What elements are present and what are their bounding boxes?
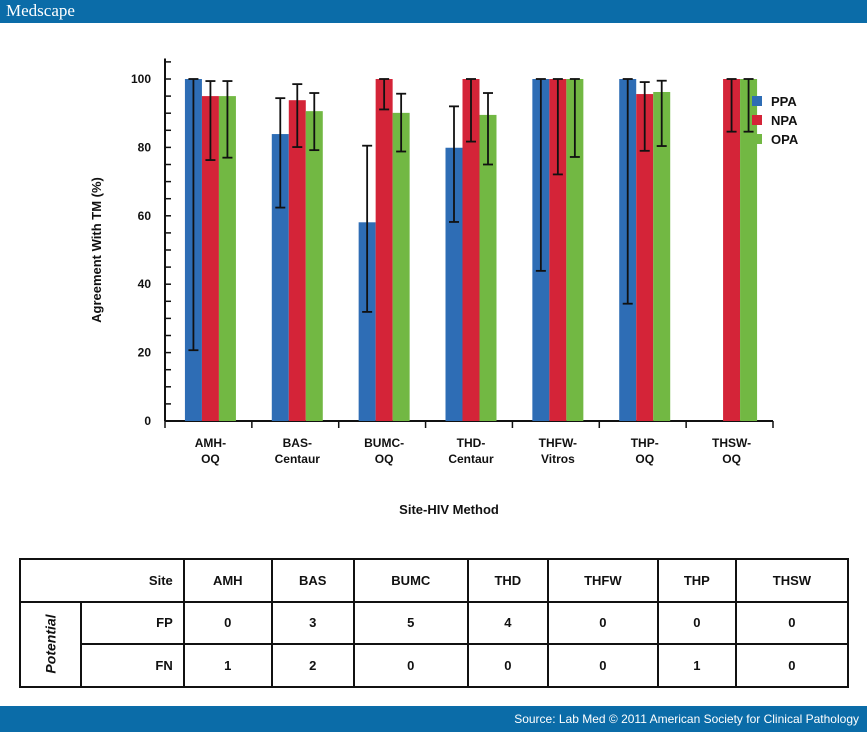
table-cell: 0 <box>734 643 850 688</box>
site-header-cell: THD <box>466 558 549 603</box>
x-tick-label: THP- <box>631 436 659 450</box>
x-tick-label: BUMC- <box>364 436 404 450</box>
site-header-cell: BUMC <box>352 558 469 603</box>
table-cell: 0 <box>656 600 737 646</box>
x-tick-label: THD- <box>457 436 486 450</box>
legend-swatch-ppa <box>752 96 762 106</box>
table-cell: 4 <box>466 600 549 646</box>
bar-npa <box>201 96 219 421</box>
bar-chart: 0 20 40 60 80 100 AMH- OQ BAS- Centaur BUMC- OQ THD-… <box>89 58 799 517</box>
x-tick-label: OQ <box>722 452 741 466</box>
y-tick-label: 80 <box>138 140 152 154</box>
bar-opa <box>566 79 584 421</box>
table-cell: 3 <box>270 600 355 646</box>
y-tick-label: 20 <box>138 346 152 360</box>
x-tick-label: OQ <box>201 452 220 466</box>
fp-fn-table: Site AMH BAS BUMC THD THFW THP THSW Potential … <box>18 558 850 689</box>
x-axis-label: Site-HIV Method <box>399 502 499 517</box>
y-tick-label: 100 <box>131 72 151 86</box>
x-tick-label: Centaur <box>275 452 321 466</box>
row-label: FP <box>80 600 185 646</box>
bar-opa <box>740 79 758 421</box>
x-tick-label: OQ <box>375 452 394 466</box>
header-bar: Medscape <box>0 0 867 23</box>
bar-opa <box>305 111 323 421</box>
x-tick-label: OQ <box>635 452 654 466</box>
legend-label: PPA <box>771 94 797 109</box>
x-tick-label: BAS- <box>283 436 312 450</box>
site-header-cell: AMH <box>182 558 273 603</box>
bar-npa <box>288 100 306 421</box>
y-tick-label: 0 <box>144 414 151 428</box>
site-header-cell: THFW <box>546 558 659 603</box>
bar-npa <box>636 94 654 421</box>
x-tick-label: Vitros <box>541 452 575 466</box>
bar-npa <box>549 79 567 421</box>
x-tick-label: THFW- <box>539 436 577 450</box>
site-header: Site <box>19 558 185 603</box>
bar-npa <box>723 79 741 421</box>
table-cell: 0 <box>546 600 659 646</box>
table-cell: 0 <box>466 643 549 688</box>
bar-opa <box>392 112 410 421</box>
table-cell: 0 <box>352 643 469 688</box>
bar-opa <box>479 114 497 421</box>
table-cell: 0 <box>182 600 273 646</box>
site-header-cell: BAS <box>270 558 355 603</box>
bar-npa <box>462 79 480 421</box>
x-tick-label: THSW- <box>712 436 751 450</box>
legend-swatch-opa <box>752 134 762 144</box>
table-cell: 1 <box>182 643 273 688</box>
footer-bar: Source: Lab Med © 2011 American Society … <box>0 706 867 732</box>
table-cell: 0 <box>546 643 659 688</box>
table-cell: 2 <box>270 643 355 688</box>
site-header-cell: THSW <box>734 558 850 603</box>
bar-ppa <box>358 222 376 421</box>
table-cell: 5 <box>352 600 469 646</box>
y-axis-label: Agreement With TM (%) <box>89 177 104 323</box>
legend-label: OPA <box>771 132 799 147</box>
bar-npa <box>375 79 393 421</box>
table-header-row: Site AMH BAS BUMC THD THFW THP THSW <box>19 558 850 603</box>
site-header-cell: THP <box>656 558 737 603</box>
bar-ppa <box>445 147 463 421</box>
x-tick-label: Centaur <box>448 452 494 466</box>
row-label: FN <box>80 643 185 688</box>
x-tick-label: AMH- <box>195 436 226 450</box>
row-group-label: Potential <box>18 600 83 689</box>
bar-ppa <box>271 134 289 421</box>
bar-opa <box>653 91 671 421</box>
table-cell: 0 <box>734 600 850 646</box>
legend-swatch-npa <box>752 115 762 125</box>
y-tick-label: 40 <box>138 277 152 291</box>
table-cell: 1 <box>656 643 737 688</box>
bar-opa <box>218 96 236 421</box>
y-tick-label: 60 <box>138 209 152 223</box>
medscape-logo: Medscape <box>6 1 75 20</box>
source-credit: Source: Lab Med © 2011 American Society … <box>514 712 859 726</box>
legend-label: NPA <box>771 113 798 128</box>
